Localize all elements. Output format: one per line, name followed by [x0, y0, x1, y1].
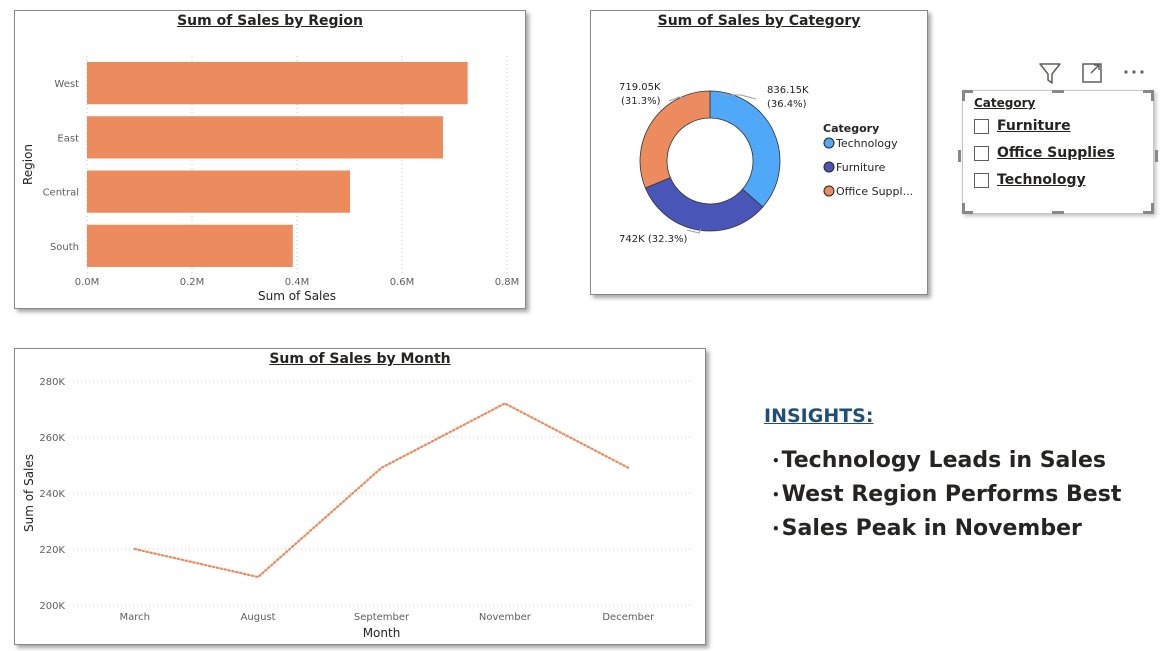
y-tick-label: 280K	[39, 377, 65, 388]
checkbox[interactable]	[974, 118, 989, 134]
x-tick-label: March	[119, 612, 149, 623]
slicer-item-office-supplies[interactable]: Office Supplies	[974, 143, 1115, 163]
data-label: 836.15K	[767, 85, 809, 96]
series-line	[133, 402, 630, 579]
x-tick-label: 0.0M	[75, 277, 100, 288]
bullet: •	[772, 488, 780, 502]
month-line-chart[interactable]: 200K 220K 240K 260K 280K March August September…	[15, 349, 705, 644]
legend-marker	[823, 137, 835, 149]
month-chart-title: Sum of Sales by Month	[269, 351, 451, 367]
bullet: •	[772, 454, 780, 468]
x-axis-title: Sum of Sales	[258, 289, 336, 303]
y-tick-label: South	[50, 242, 79, 253]
data-label: 719.05K	[619, 82, 661, 93]
x-tick-label: November	[479, 612, 532, 623]
checkbox[interactable]	[974, 145, 989, 161]
category-chart-title: Sum of Sales by Category	[657, 13, 861, 29]
checkbox[interactable]	[974, 172, 989, 188]
more-options-icon[interactable]	[1120, 60, 1148, 86]
slicer-item-label: Technology	[997, 172, 1086, 188]
x-tick-label: 0.6M	[390, 277, 415, 288]
legend-label: Furniture	[836, 161, 886, 174]
x-tick-label: September	[354, 612, 410, 623]
bar	[87, 224, 293, 267]
leader-line	[721, 94, 757, 100]
slicer-item-label: Furniture	[997, 118, 1071, 134]
insight-text: Technology Leads in Sales	[781, 448, 1106, 473]
y-tick-label: East	[57, 133, 79, 144]
y-tick-label: 240K	[39, 489, 65, 500]
focus-mode-icon[interactable]	[1078, 60, 1106, 86]
x-tick-label: 0.4M	[285, 277, 310, 288]
category-slicer[interactable]: Category Furniture Office Supplies Techn…	[958, 90, 1158, 214]
legend-label: Technology	[835, 137, 898, 150]
slicer-item-technology[interactable]: Technology	[974, 170, 1086, 190]
category-donut-chart[interactable]: 836.15K (36.4%) 719.05K (31.3%) 742K (32.3%)…	[591, 11, 927, 294]
y-tick-label: West	[54, 79, 79, 90]
filter-icon[interactable]	[1036, 60, 1064, 86]
pie-slice	[709, 90, 781, 208]
region-sales-chart-card[interactable]: Sum of Sales by Region 0.0M 0.2M 0.4M 0.6M 0…	[14, 10, 526, 309]
y-axis-title: Region	[21, 144, 35, 185]
data-label: (36.4%)	[767, 99, 807, 110]
region-bar-chart[interactable]: 0.0M 0.2M 0.4M 0.6M 0.8M West East Central South…	[15, 11, 525, 308]
month-sales-chart-card[interactable]: Sum of Sales by Month 200K 220K 240K 260K 28…	[14, 348, 706, 645]
slicer-header: Category	[974, 96, 1036, 110]
x-axis-title: Month	[363, 626, 401, 640]
resize-handle-bottom[interactable]	[1052, 211, 1064, 214]
slicer-item-label: Office Supplies	[997, 145, 1115, 161]
slicer-toolbar	[1036, 60, 1148, 86]
y-tick-label: 200K	[39, 601, 65, 612]
leader-line	[668, 96, 688, 102]
x-tick-label: December	[602, 612, 655, 623]
bullet: •	[772, 522, 780, 536]
insight-text: West Region Performs Best	[781, 482, 1122, 507]
resize-handle-left[interactable]	[958, 150, 961, 162]
y-tick-label: 260K	[39, 433, 65, 444]
region-chart-title: Sum of Sales by Region	[177, 13, 363, 29]
data-label: 742K (32.3%)	[619, 234, 687, 245]
resize-handle-bottom-right[interactable]	[1143, 203, 1154, 214]
resize-handle-top-right[interactable]	[1143, 90, 1154, 101]
bar	[87, 170, 351, 213]
data-label: (31.3%)	[621, 96, 661, 107]
y-tick-label: Central	[43, 188, 79, 199]
bar	[87, 62, 468, 105]
slicer-item-furniture[interactable]: Furniture	[974, 116, 1071, 136]
x-tick-label: 0.8M	[495, 277, 520, 288]
leader-line	[686, 228, 702, 234]
legend-label: Office Suppl...	[836, 185, 913, 198]
pie-slice	[639, 90, 711, 189]
pie-slice	[644, 177, 764, 232]
legend-marker	[823, 185, 835, 197]
legend-title: Category	[823, 122, 879, 135]
insight-item: •West Region Performs Best	[772, 482, 1121, 507]
resize-handle-right[interactable]	[1155, 150, 1158, 162]
insights-heading: INSIGHTS:	[764, 405, 874, 427]
category-sales-chart-card[interactable]: Sum of Sales by Category 836.15K (36.4%) 7…	[590, 10, 928, 295]
x-tick-label: 0.2M	[180, 277, 205, 288]
x-tick-label: August	[241, 612, 276, 623]
insight-item: •Technology Leads in Sales	[772, 448, 1106, 473]
insight-item: •Sales Peak in November	[772, 516, 1082, 541]
resize-handle-bottom-left[interactable]	[962, 203, 973, 214]
insight-text: Sales Peak in November	[781, 516, 1082, 541]
legend-marker	[823, 161, 835, 173]
bar	[87, 116, 443, 159]
y-axis-title: Sum of Sales	[22, 454, 36, 532]
y-tick-label: 220K	[39, 545, 65, 556]
resize-handle-top-left[interactable]	[962, 90, 973, 101]
resize-handle-top[interactable]	[1052, 90, 1064, 93]
